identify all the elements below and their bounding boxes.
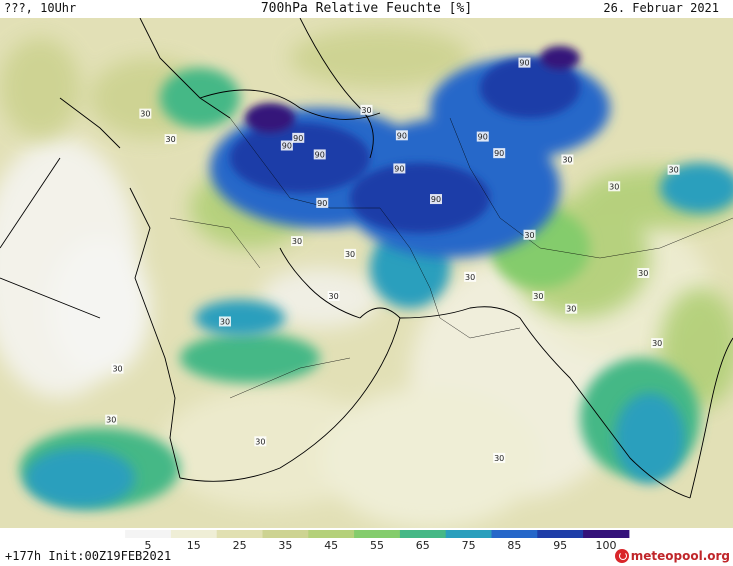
contour-label: 30 [111,363,124,374]
contour-label: 30 [360,104,373,115]
contour-label: 90 [280,140,293,151]
contour-label: 90 [395,130,408,141]
colorbar-swatch [537,530,584,538]
colorbar-tick-label: 100 [596,539,617,552]
colorbar-swatch [216,530,263,538]
contour-label: 30 [493,452,506,463]
contour-label: 30 [327,290,340,301]
contour-label: 30 [608,181,621,192]
map-header: ???, 10Uhr 700hPa Relative Feuchte [%] 2… [0,0,733,18]
svg-text:30: 30 [345,250,355,259]
svg-text:90: 90 [519,59,529,68]
contour-label: 30 [565,303,578,314]
contour-label: 30 [532,290,545,301]
colorbar: 5 15 25 35 45 55 65 75 85 95 100 [125,530,630,552]
contour-label: 30 [651,338,664,349]
svg-text:30: 30 [140,110,150,119]
colorbar-swatch [125,530,172,538]
svg-text:30: 30 [292,237,302,246]
humidity-field [0,18,733,528]
colorbar-swatch [445,530,492,538]
svg-text:30: 30 [112,365,122,374]
map-title: 700hPa Relative Feuchte [%] [260,1,473,16]
contour-label: 30 [667,164,680,175]
svg-text:90: 90 [494,149,504,158]
svg-text:30: 30 [220,317,230,326]
colorbar-tick-label: 45 [324,539,338,552]
svg-text:30: 30 [329,292,339,301]
contour-label: 90 [313,149,326,160]
colorbar-tick-label: 65 [416,539,430,552]
svg-text:30: 30 [524,231,534,240]
coastlines [0,18,733,499]
colorbar-swatch [262,530,309,538]
colorbar-tick-label: 5 [145,539,152,552]
svg-text:30: 30 [609,182,619,191]
svg-text:90: 90 [293,134,303,143]
colorbar-tick-label: 95 [553,539,567,552]
svg-text:90: 90 [478,133,488,142]
svg-text:90: 90 [317,199,327,208]
contour-label: 30 [139,108,152,119]
svg-text:90: 90 [315,150,325,159]
svg-text:30: 30 [465,273,475,282]
brand-logo[interactable]: meteopool.org [614,549,730,563]
svg-text:30: 30 [166,135,176,144]
svg-text:30: 30 [566,305,576,314]
colorbar-swatch [491,530,538,538]
colorbar-swatch [399,530,447,538]
contour-label: 90 [292,132,305,143]
svg-text:30: 30 [669,166,679,175]
contour-label: 30 [218,316,231,327]
brand-icon [614,549,629,563]
svg-text:90: 90 [282,142,292,151]
contour-label: 90 [493,148,506,159]
colorbar-tick-label: 35 [278,539,292,552]
colorbar-tick-label: 15 [187,539,201,552]
legend: 5 15 25 35 45 55 65 75 85 95 100 +177h Init:00Z19F… [0,528,733,566]
contour-label: 30 [164,134,177,145]
forecast-time-label: ???, 10Uhr [4,1,77,15]
contour-label: 30 [637,268,650,278]
colorbar-tick-label: 25 [233,539,247,552]
contour-label: 90 [518,57,531,68]
svg-text:90: 90 [397,131,407,140]
contour-label: 90 [316,197,329,208]
svg-text:30: 30 [638,269,648,278]
contour-label: 30 [290,236,303,247]
svg-text:30: 30 [106,416,116,425]
svg-text:30: 30 [255,437,265,446]
contour-label: 90 [476,131,489,142]
svg-text:30: 30 [361,106,371,115]
contour-label: 90 [393,163,406,174]
colorbar-tick-label: 75 [462,539,476,552]
svg-text:30: 30 [533,292,543,301]
contour-label: 30 [561,154,574,165]
colorbar-swatch [354,530,401,538]
brand-text: meteopool.org [630,549,730,563]
colorbar-swatch [308,530,355,538]
svg-text:90: 90 [431,195,441,204]
run-info: +177h Init:00Z19FEB2021 [5,549,172,563]
contour-label: 30 [344,248,357,259]
contour-label: 30 [254,436,267,447]
contour-label: 90 [430,194,443,205]
contour-label: 30 [523,229,536,240]
svg-text:30: 30 [562,156,572,165]
forecast-date: 26. Februar 2021 [603,1,719,15]
political-borders [169,117,733,399]
svg-text:30: 30 [652,339,662,348]
colorbar-tick-label: 55 [370,539,384,552]
colorbar-swatch [583,530,630,538]
contour-label: 30 [464,271,477,282]
svg-text:90: 90 [394,164,404,173]
svg-text:30: 30 [494,454,504,463]
colorbar-swatch [170,530,218,538]
contour-label: 30 [105,414,118,425]
colorbar-tick-label: 85 [507,539,521,552]
